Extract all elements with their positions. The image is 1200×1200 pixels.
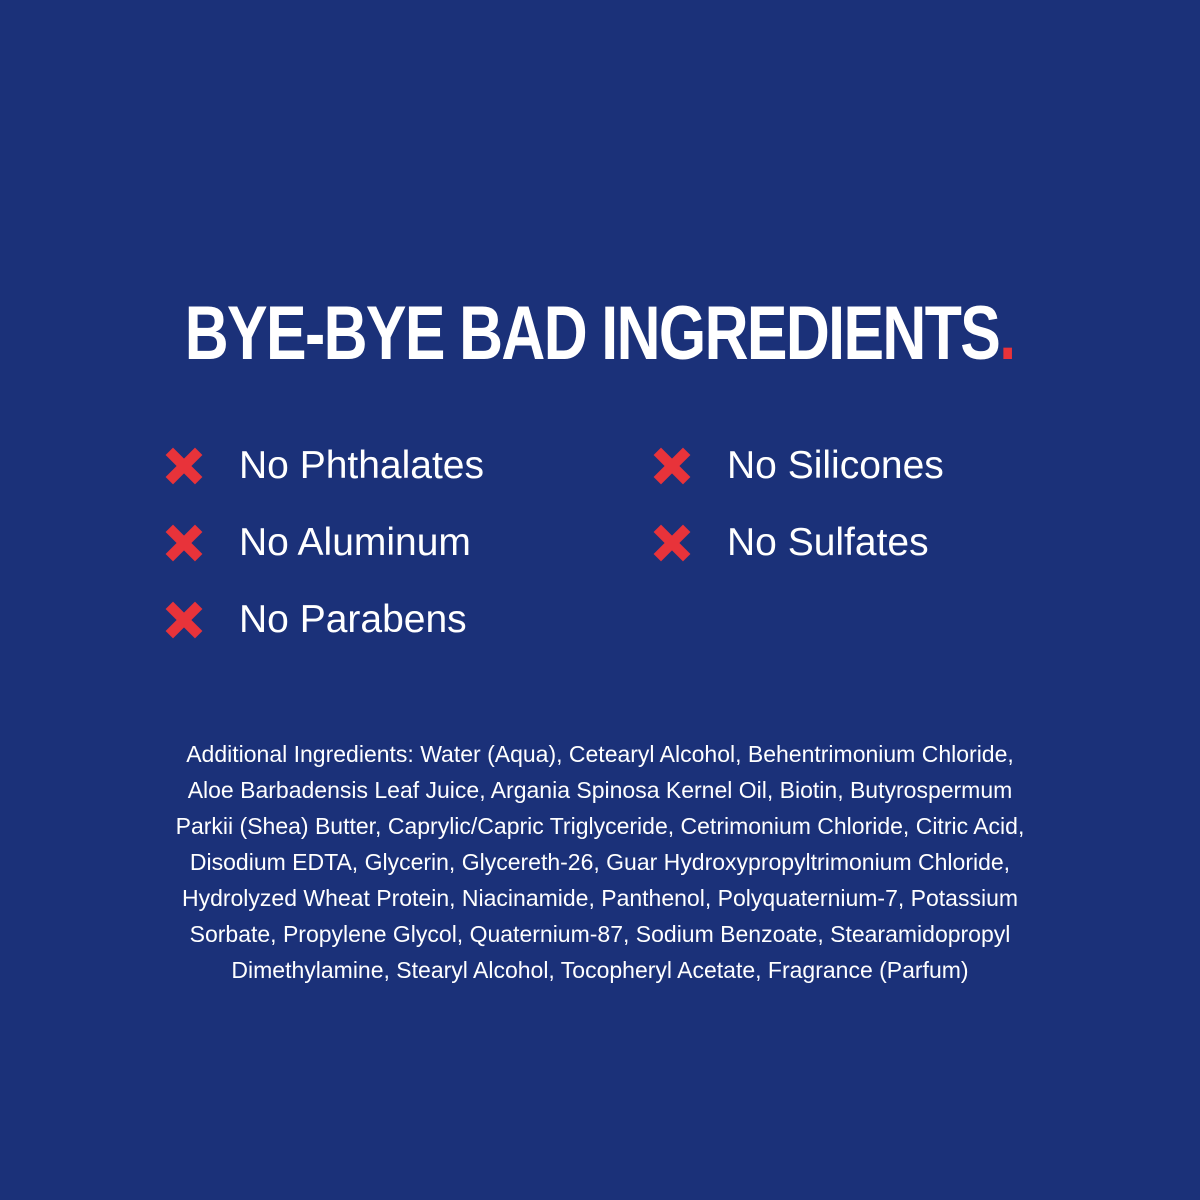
ingredients-line: Hydrolyzed Wheat Protein, Niacinamide, P…: [181, 885, 1019, 911]
x-icon: [653, 447, 691, 485]
free-from-item: No Silicones: [651, 441, 944, 491]
ingredients-line: Disodium EDTA, Glycerin, Glycereth-26, G…: [189, 849, 1011, 875]
free-from-item: No Parabens: [163, 595, 467, 645]
free-from-label: No Parabens: [239, 598, 467, 641]
free-from-item: No Aluminum: [163, 518, 471, 568]
ingredients-line: Dimethylamine, Stearyl Alcohol, Tocopher…: [231, 957, 969, 983]
headline: BYE-BYE BAD INGREDIENTS.: [0, 296, 1200, 372]
free-from-label: No Phthalates: [239, 444, 484, 487]
free-from-item: No Phthalates: [163, 441, 484, 491]
headline-text: BYE-BYE BAD INGREDIENTS: [185, 291, 1001, 376]
x-icon: [165, 524, 203, 562]
x-icon: [165, 447, 203, 485]
headline-period: .: [999, 291, 1017, 376]
free-from-label: No Silicones: [727, 444, 944, 487]
free-from-label: No Aluminum: [239, 521, 471, 564]
ingredients-line: Sorbate, Propylene Glycol, Quaternium-87…: [189, 921, 1011, 947]
free-from-label: No Sulfates: [727, 521, 929, 564]
free-from-item: No Sulfates: [651, 518, 929, 568]
x-icon: [653, 524, 691, 562]
ingredients-list: Additional Ingredients: Water (Aqua), Ce…: [0, 736, 1200, 988]
ingredients-line: Parkii (Shea) Butter, Caprylic/Capric Tr…: [175, 813, 1025, 839]
ingredients-line: Aloe Barbadensis Leaf Juice, Argania Spi…: [187, 777, 1013, 803]
x-icon: [165, 601, 203, 639]
ingredients-line: Additional Ingredients: Water (Aqua), Ce…: [186, 741, 1014, 767]
